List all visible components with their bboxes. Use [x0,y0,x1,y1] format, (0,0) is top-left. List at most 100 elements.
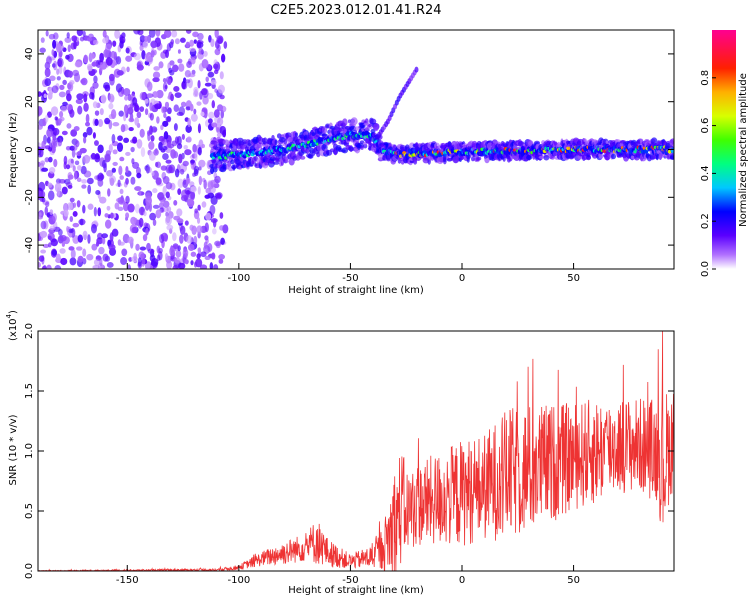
heatmap-noise-cell [105,150,111,157]
heatmap-band-halo [350,117,358,126]
heatmap-noise-cell [51,249,57,256]
heatmap-noise-cell [114,202,120,210]
heatmap-noise-cell [175,249,182,258]
heatmap-noise-cell [72,235,80,244]
snr-ytick-label: 1.0 [24,443,35,459]
colorbar-label: Normalized spectral amplitude [738,73,749,227]
spectrogram-axes: -150 -100 -50 0 50 -40 -20 0 20 40 [24,48,674,284]
colorbar-tick-label: 0.0 [700,261,711,277]
heatmap-noise-cell [186,235,193,244]
heatmap-noise-cell [69,216,74,223]
heatmap-noise-cell [93,258,101,266]
heatmap-noise-cell [130,146,135,153]
heatmap-noise-cell [162,145,168,151]
heatmap-noise-cell [210,38,215,48]
heatmap-noise-cell [93,206,97,217]
heatmap-noise-cell [185,30,192,34]
heatmap-noise-cell [196,217,201,224]
heatmap-noise-cell [90,53,95,60]
heatmap-noise-cell [46,264,52,269]
heatmap-noise-cell [174,168,180,178]
heatmap-noise-cell [41,140,46,150]
heatmap-noise-cell [70,158,74,164]
heatmap-band-halo [348,146,354,152]
heatmap-noise-cell [200,111,205,117]
heatmap-noise-cell [60,257,68,266]
heatmap-noise-cell [77,150,83,156]
heatmap-noise-cell [172,64,179,73]
heatmap-band-halo [285,159,289,163]
heatmap-noise-cell [69,80,75,85]
heatmap-noise-cell [158,141,163,151]
heatmap-noise-cell [120,257,128,266]
spectrogram-xtick-label: -150 [116,273,139,284]
heatmap-noise-cell [183,144,188,150]
heatmap-noise-cell [138,217,144,228]
heatmap-band-halo [359,140,365,144]
heatmap-noise-cell [111,167,117,173]
heatmap-noise-cell [133,52,141,61]
heatmap-noise-cell [135,243,140,251]
heatmap-noise-cell [59,234,67,242]
heatmap-noise-cell [152,219,157,227]
heatmap-noise-cell [196,225,203,234]
heatmap-noise-cell [71,148,76,158]
heatmap-noise-cell [69,109,75,118]
heatmap-noise-cell [99,108,104,116]
heatmap-noise-cell [97,144,104,154]
spectrogram-heatmap [38,30,674,269]
heatmap-noise-cell [158,135,165,142]
heatmap-noise-cell [185,124,192,134]
heatmap-noise-cell [61,242,66,247]
heatmap-band-halo [214,147,219,151]
spectrogram-xtick-label: 0 [459,273,465,284]
heatmap-noise-cell [82,30,86,37]
snr-xtick-label: -100 [227,575,250,586]
heatmap-noise-cell [54,116,58,121]
heatmap-noise-cell [149,212,157,221]
heatmap-noise-cell [174,38,180,45]
heatmap-noise-cell [182,160,189,167]
heatmap-noise-cell [174,136,180,144]
heatmap-noise-cell [217,37,223,45]
heatmap-noise-cell [119,188,124,195]
heatmap-noise-cell [127,107,134,115]
heatmap-noise-cell [196,101,202,106]
heatmap-noise-cell [68,246,74,251]
heatmap-noise-cell [162,176,170,185]
heatmap-noise-cell [111,228,119,237]
heatmap-noise-cell [109,175,116,184]
snr-panel: -150 -100 -50 0 50 0.0 0.5 1.0 1.5 2.0 Height of … [5,310,675,596]
heatmap-band-halo [611,153,617,160]
heatmap-band-halo [528,141,534,146]
heatmap-noise-cell [118,241,125,246]
snr-ytick-label: 1.5 [24,383,35,399]
heatmap-noise-cell [188,73,196,78]
heatmap-noise-cell [124,95,129,101]
heatmap-noise-cell [197,204,201,211]
heatmap-noise-cell [207,181,214,190]
heatmap-noise-cell [134,203,140,214]
heatmap-noise-cell [146,34,152,44]
heatmap-noise-cell [166,224,174,231]
heatmap-band-halo [538,155,545,159]
heatmap-noise-cell [76,30,83,37]
heatmap-noise-cell [45,30,49,37]
heatmap-noise-cell [62,101,68,106]
heatmap-noise-cell [107,188,111,197]
heatmap-noise-cell [210,79,217,85]
heatmap-noise-cell [179,168,185,175]
heatmap-noise-cell [98,246,105,255]
heatmap-band-halo [257,136,264,145]
heatmap-noise-cell [79,218,84,226]
heatmap-noise-cell [74,171,78,180]
heatmap-noise-cell [208,111,215,119]
heatmap-noise-cell [150,50,155,58]
heatmap-noise-cell [87,203,94,210]
snr-multiplier: (x104) [5,310,19,341]
heatmap-noise-cell [139,106,145,112]
heatmap-noise-cell [76,93,84,100]
heatmap-noise-cell [132,136,138,144]
heatmap-noise-cell [99,196,107,204]
heatmap-noise-cell [163,131,169,140]
